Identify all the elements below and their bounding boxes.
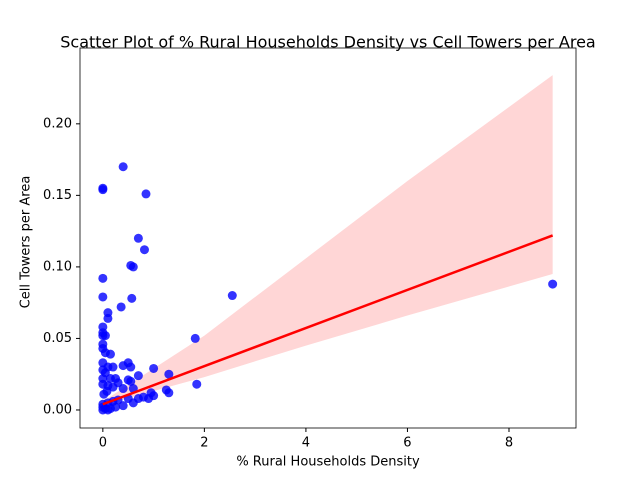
point (127, 293, 137, 303)
point (128, 398, 138, 408)
point (105, 349, 115, 359)
point (108, 362, 118, 372)
confidence-band (102, 75, 553, 405)
point (227, 291, 237, 301)
point (164, 388, 174, 398)
point (139, 245, 149, 255)
point (98, 292, 108, 302)
point (102, 386, 112, 396)
point (118, 384, 128, 394)
point (118, 162, 128, 172)
y-tick-label: 0.15 (43, 188, 72, 203)
point (190, 333, 200, 343)
plot-frame (79, 47, 577, 429)
x-tick-label: 0 (99, 436, 107, 451)
x-tick-label: 2 (200, 436, 208, 451)
point (133, 233, 143, 243)
point (164, 369, 174, 379)
y-axis-label: Cell Towers per Area (19, 176, 34, 309)
regression-line (102, 234, 554, 406)
y-tick-label: 0.20 (43, 116, 72, 131)
x-tick-label: 6 (403, 436, 411, 451)
point (126, 362, 136, 372)
point (98, 273, 108, 283)
point (118, 361, 128, 371)
point (111, 402, 121, 412)
x-tick-label: 8 (505, 436, 513, 451)
point (100, 331, 110, 341)
point (98, 185, 108, 195)
point (133, 371, 143, 381)
point (103, 405, 113, 415)
y-tick-label: 0.10 (43, 259, 72, 274)
point (141, 189, 151, 199)
point (548, 279, 558, 289)
point (126, 376, 136, 386)
point (192, 379, 202, 389)
chart-title: Scatter Plot of % Rural Households Densi… (60, 33, 595, 52)
point (118, 401, 128, 411)
point (144, 394, 154, 404)
point (116, 302, 126, 312)
y-tick-label: 0.00 (43, 402, 72, 417)
point (103, 313, 113, 323)
point (149, 363, 159, 373)
x-tick-label: 4 (302, 436, 310, 451)
point (128, 262, 138, 272)
x-axis-label: % Rural Households Density (236, 455, 420, 470)
y-tick-label: 0.05 (43, 331, 72, 346)
